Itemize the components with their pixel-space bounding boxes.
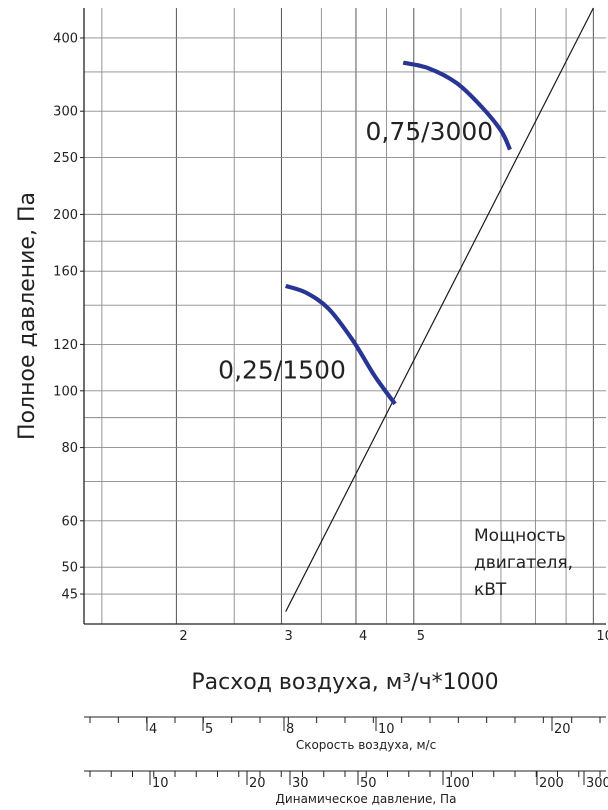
scale-tick-label: 100 xyxy=(445,776,470,791)
reference-line-group xyxy=(285,7,594,612)
y-tick-label: 200 xyxy=(53,208,78,223)
y-tick-label: 45 xyxy=(61,588,78,603)
scale-title: Динамическое давление, Па xyxy=(276,792,457,806)
series-group xyxy=(285,60,512,406)
curve-label-0-25-1500: 0,25/1500 xyxy=(218,355,346,384)
scale-tick-label: 10 xyxy=(378,722,395,737)
curve-label-0-75-3000: 0,75/3000 xyxy=(366,117,494,146)
scale-tick-label: 200 xyxy=(539,776,564,791)
x-tick-label: 3 xyxy=(284,629,292,644)
y-tick-label: 160 xyxy=(53,265,78,280)
x-tick-label: 4 xyxy=(359,629,367,644)
scale-tick-label: 30 xyxy=(292,776,309,791)
scale-tick-label: 50 xyxy=(360,776,377,791)
motor-power-label: кВТ xyxy=(474,580,507,600)
y-tick-label: 250 xyxy=(53,151,78,166)
y-tick-label: 300 xyxy=(53,105,78,120)
scale-tick-label: 20 xyxy=(554,722,571,737)
scale-tick-label: 5 xyxy=(205,722,213,737)
label-group: 0,75/3000 0,25/1500 Мощность двигателя, кВТ П… xyxy=(15,117,573,695)
x-tick-label: 10 xyxy=(596,629,608,644)
scale-tick-label: 8 xyxy=(286,722,294,737)
x-axis-title: Расход воздуха, м³/ч*1000 xyxy=(191,670,498,695)
scale-title: Скорость воздуха, м/с xyxy=(296,738,436,752)
y-tick-label: 400 xyxy=(53,31,78,46)
y-tick-label: 80 xyxy=(61,441,78,456)
curve-0-25-1500 xyxy=(285,283,397,406)
x-tick-label: 5 xyxy=(417,629,425,644)
y-tick-label: 50 xyxy=(61,561,78,576)
scale-tick-label: 4 xyxy=(149,722,157,737)
y-axis-title: Полное давление, Па xyxy=(15,192,40,440)
scale-tick-label: 20 xyxy=(249,776,266,791)
y-tick-label: 120 xyxy=(53,338,78,353)
scale-tick-label: 10 xyxy=(152,776,169,791)
y-tick-label: 60 xyxy=(61,514,78,529)
scale-tick-label: 300 xyxy=(586,776,608,791)
motor-power-label: двигателя, xyxy=(474,553,573,573)
y-tick-label: 100 xyxy=(53,384,78,399)
motor-power-line xyxy=(285,7,594,612)
curve-0-75-3000 xyxy=(402,60,512,151)
x-tick-label: 2 xyxy=(179,629,187,644)
motor-power-label: Мощность xyxy=(474,526,566,546)
